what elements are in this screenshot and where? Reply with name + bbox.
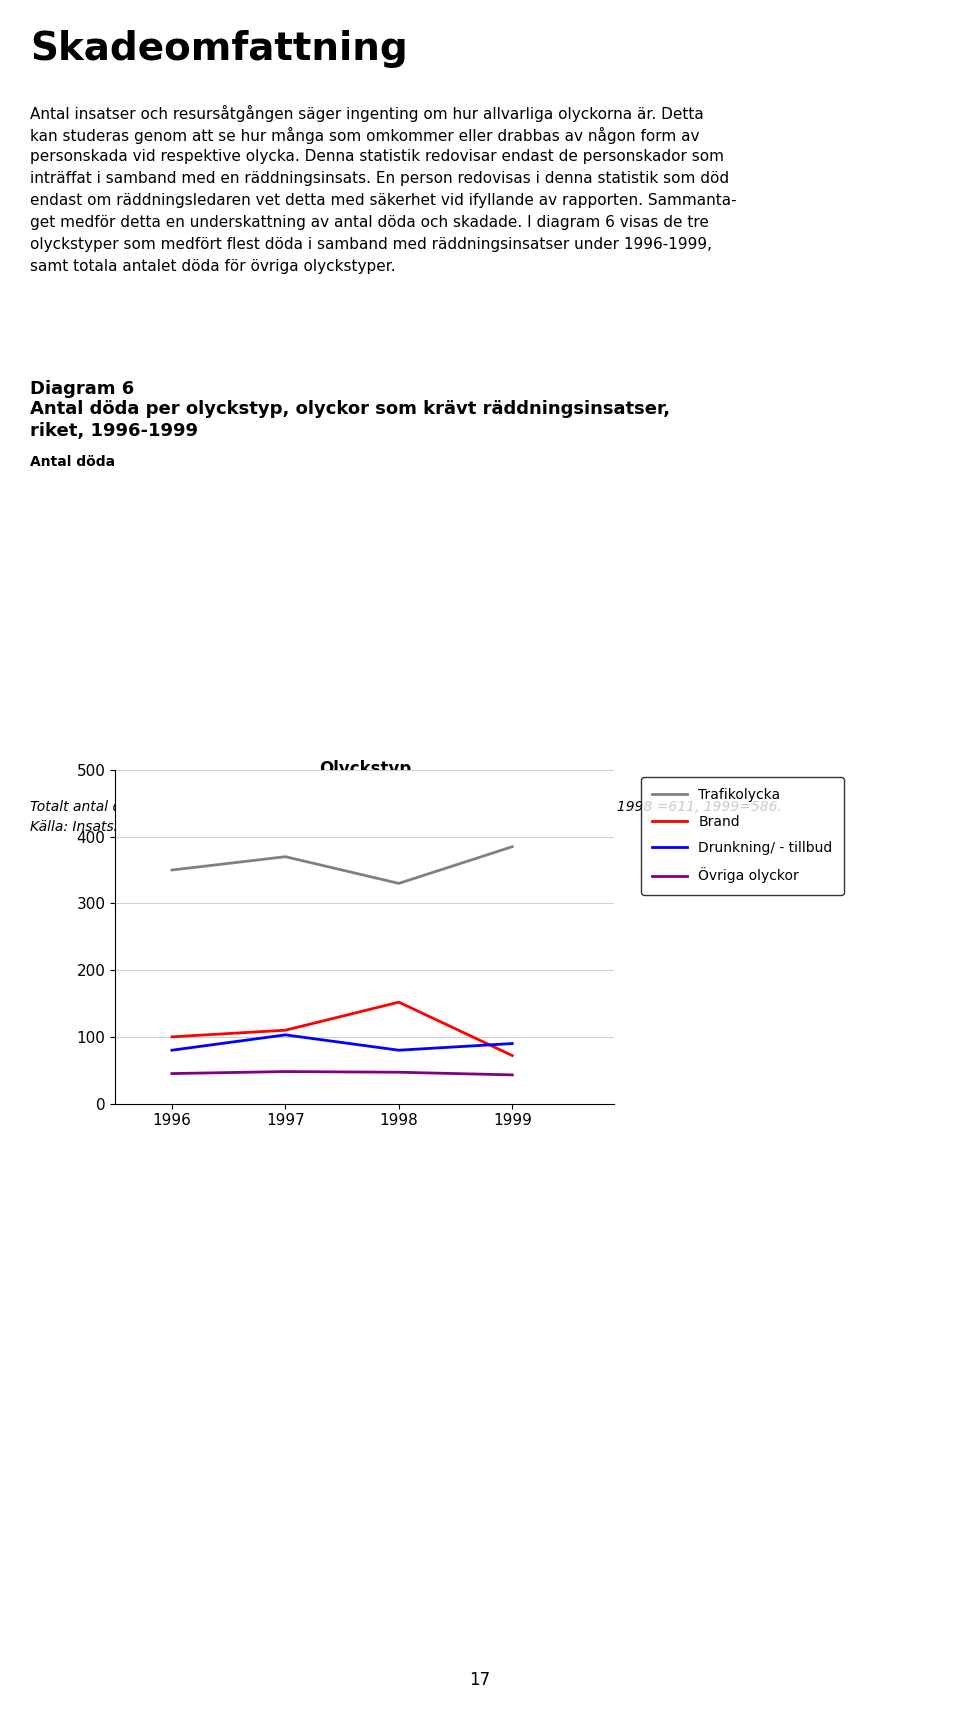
Text: Diagram 6: Diagram 6 xyxy=(30,380,134,399)
Text: Källa: Insatsstatistik 1996-1999, Räddningsverket.: Källa: Insatsstatistik 1996-1999, Räddni… xyxy=(30,820,380,833)
Text: get medför detta en underskattning av antal döda och skadade. I diagram 6 visas : get medför detta en underskattning av an… xyxy=(30,216,708,229)
Text: samt totala antalet döda för övriga olyckstyper.: samt totala antalet döda för övriga olyc… xyxy=(30,258,396,274)
Legend: Trafikolycka, Brand, Drunkning/ - tillbud, Övriga olyckor: Trafikolycka, Brand, Drunkning/ - tillbu… xyxy=(641,777,844,895)
Text: inträffat i samband med en räddningsinsats. En person redovisas i denna statisti: inträffat i samband med en räddningsinsa… xyxy=(30,171,730,186)
Text: kan studeras genom att se hur många som omkommer eller drabbas av någon form av: kan studeras genom att se hur många som … xyxy=(30,127,700,144)
Text: Antal döda per olyckstyp, olyckor som krävt räddningsinsatser,: Antal döda per olyckstyp, olyckor som kr… xyxy=(30,400,670,417)
Text: riket, 1996-1999: riket, 1996-1999 xyxy=(30,423,198,440)
Text: personskada vid respektive olycka. Denna statistik redovisar endast de personska: personskada vid respektive olycka. Denna… xyxy=(30,149,724,164)
Text: Totalt antal döda vid olyckor som krävt räddningsinsatser 1996 = 580, 1997 = 628: Totalt antal döda vid olyckor som krävt … xyxy=(30,801,781,814)
Text: 17: 17 xyxy=(469,1672,491,1689)
Text: Antal döda: Antal döda xyxy=(30,455,115,469)
Text: Skadeomfattning: Skadeomfattning xyxy=(30,31,408,68)
Text: olyckstyper som medfört flest döda i samband med räddningsinsatser under 1996-19: olyckstyper som medfört flest döda i sam… xyxy=(30,238,712,252)
Text: Olyckstyp: Olyckstyp xyxy=(319,760,411,779)
Text: Antal insatser och resursåtgången säger ingenting om hur allvarliga olyckorna är: Antal insatser och resursåtgången säger … xyxy=(30,104,704,121)
Text: endast om räddningsledaren vet detta med säkerhet vid ifyllande av rapporten. Sa: endast om räddningsledaren vet detta med… xyxy=(30,193,736,209)
